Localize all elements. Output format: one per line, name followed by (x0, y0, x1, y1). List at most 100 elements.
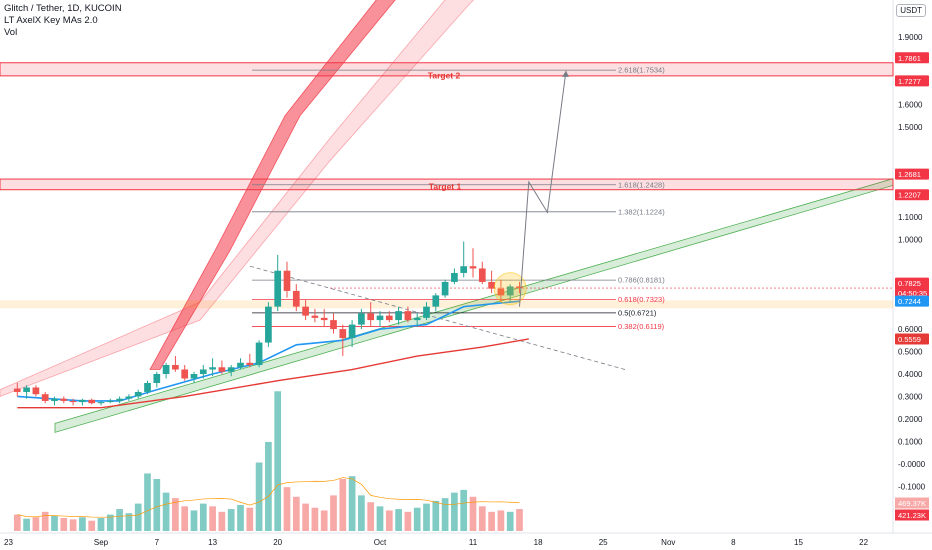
volume-bar (358, 495, 365, 531)
volume-bar (395, 509, 402, 531)
volume-bar (423, 503, 430, 531)
key-level-band (0, 300, 893, 309)
steep-channel-band (149, 0, 396, 370)
candle-body (172, 365, 179, 370)
candle-body (385, 315, 393, 321)
candle-body (497, 288, 505, 296)
candle-body (451, 272, 458, 282)
price-tick-label: 0.6000 (898, 325, 923, 334)
volume-bar (432, 500, 440, 531)
candle-body (339, 329, 347, 339)
volume-bar (367, 502, 375, 531)
price-tick-label: 0.3000 (898, 392, 923, 401)
price-tick-label: 0.1000 (898, 437, 923, 446)
volume-bar (413, 507, 421, 531)
time-tick-label: 15 (794, 538, 803, 547)
candle-body (255, 342, 263, 366)
candle-body (79, 399, 86, 403)
time-tick-label: 18 (534, 538, 543, 547)
fib-label: 0.5(0.6721) (618, 308, 657, 317)
symbol-title[interactable]: Glitch / Tether, 1D, KUCOIN (4, 3, 122, 14)
volume-bar (311, 507, 319, 531)
volume-bar (41, 511, 49, 531)
indicator-label[interactable]: LT AxelX Key MAs 2.0 (4, 15, 98, 26)
candle-body (506, 286, 514, 296)
candle-body (153, 374, 161, 383)
candle-body (367, 313, 375, 321)
volume-bar (478, 506, 486, 531)
candle-body (125, 396, 133, 399)
time-tick-label: 13 (208, 538, 217, 547)
price-tick-label: 0.5000 (898, 348, 923, 357)
volume-bar (506, 511, 514, 531)
candle-body (134, 391, 142, 397)
volume-bar (385, 510, 393, 531)
volume-bar (144, 473, 151, 531)
fib-label: 1.382(1.1224) (618, 207, 665, 216)
highlight-circle (493, 272, 527, 306)
price-tick-label: 1.6000 (898, 101, 923, 110)
time-tick-label: 8 (731, 538, 736, 547)
volume-bar (330, 495, 337, 531)
fib-label: 0.382(0.6119) (618, 322, 665, 331)
candle-body (97, 402, 105, 404)
price-tag-text: 1.2207 (898, 191, 921, 200)
candle-body (237, 362, 244, 368)
volume-bar (79, 517, 86, 531)
candle-body (106, 400, 114, 403)
candle-body (209, 367, 216, 370)
candle-body (292, 290, 300, 307)
candle-body (488, 281, 495, 289)
volume-bar (209, 506, 216, 531)
price-tick-label: 0.4000 (898, 370, 923, 379)
candle-body (376, 315, 384, 321)
volume-bar (246, 507, 254, 531)
candle-body (423, 306, 430, 318)
volume-ma-tag-text: 469.37K (898, 499, 926, 508)
volume-bar (32, 517, 40, 531)
time-tick-label: 25 (599, 538, 608, 547)
volume-bar (88, 520, 96, 531)
currency-selector[interactable]: USDT (896, 4, 926, 17)
fib-label: 2.618(1.7534) (618, 66, 665, 75)
volume-bar (265, 441, 272, 531)
upper-channel-band (0, 0, 475, 397)
volume-ma-line (17, 477, 520, 518)
candle-body (88, 399, 96, 404)
volume-tag-text: 421.23K (898, 511, 926, 520)
candle-body (283, 270, 291, 291)
price-tick-label: -0.0000 (898, 460, 926, 469)
volume-bar (13, 514, 21, 531)
price-tag-bg (895, 277, 929, 289)
candle-body (190, 374, 198, 379)
volume-bar (162, 492, 170, 531)
candle-body (413, 317, 421, 321)
volume-bar (23, 518, 30, 531)
candle-body (265, 306, 272, 343)
candle-body (441, 281, 449, 296)
volume-bar (125, 513, 133, 531)
candle-body (348, 324, 356, 339)
volume-label[interactable]: Vol (4, 27, 18, 38)
price-tag-text: 1.7861 (898, 54, 921, 63)
candle-body (516, 286, 523, 289)
volume-bar (97, 517, 105, 531)
volume-bar (172, 498, 179, 531)
candle-body (469, 266, 477, 269)
volume-bar (460, 489, 468, 531)
target-2-zone (0, 62, 894, 77)
price-tag-bg (895, 52, 929, 64)
ma-red-line (17, 338, 529, 409)
candle-body (181, 369, 189, 379)
price-tag-bg (895, 333, 929, 345)
candle-body (358, 313, 365, 325)
price-tag-text: 0.7825 (898, 279, 921, 288)
volume-bar (199, 503, 207, 531)
price-tag-bg (895, 189, 929, 201)
price-tag-text: 1.2681 (898, 170, 921, 179)
candle-body (432, 295, 440, 307)
price-tick-label: 1.9000 (898, 33, 923, 42)
volume-bar (441, 498, 449, 531)
